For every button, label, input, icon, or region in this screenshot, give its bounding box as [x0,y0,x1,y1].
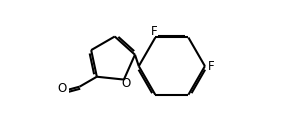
Text: F: F [208,60,215,73]
Text: O: O [58,82,67,95]
Text: F: F [151,25,158,38]
Text: O: O [122,77,131,90]
